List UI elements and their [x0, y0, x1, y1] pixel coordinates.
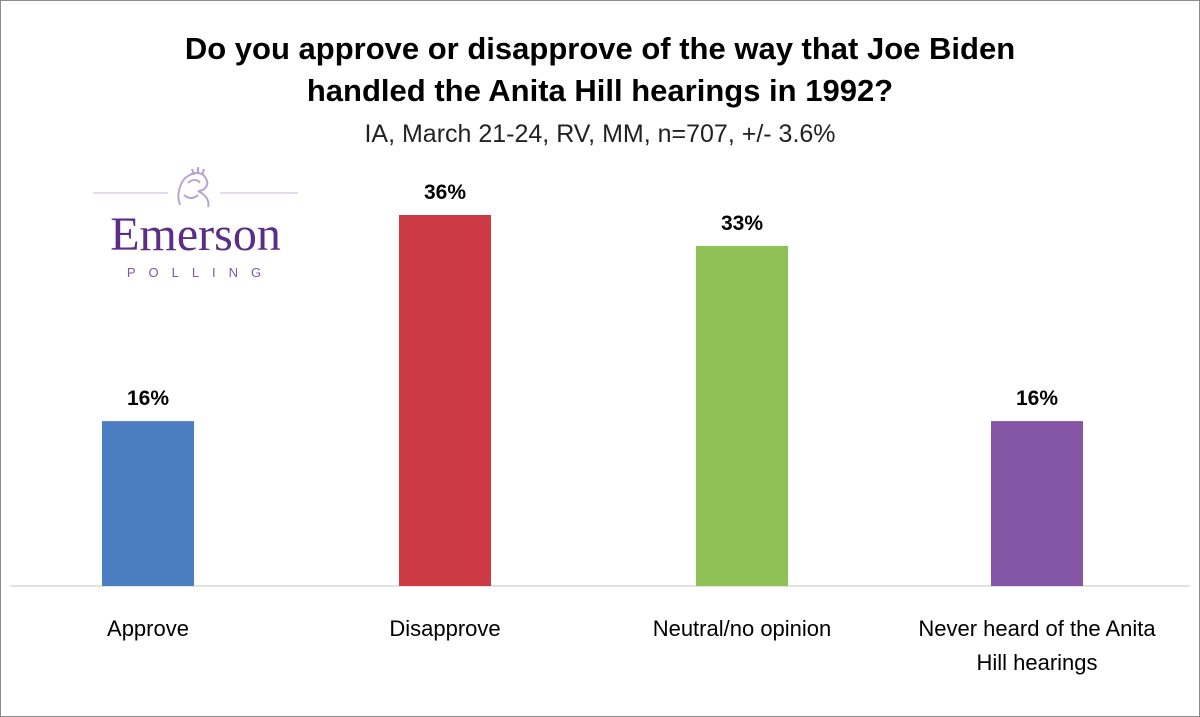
chart-title: Do you approve or disapprove of the way … — [0, 28, 1200, 112]
bar-3 — [696, 245, 788, 586]
value-label-4: 16% — [1016, 387, 1058, 410]
bar-2 — [399, 215, 491, 586]
value-label-2: 36% — [424, 181, 466, 204]
category-label-1: Approve — [107, 616, 189, 641]
chart-title-line-1: Do you approve or disapprove of the way … — [184, 31, 1016, 66]
chart-subtitle: IA, March 21-24, RV, MM, n=707, +/- 3.6% — [364, 120, 836, 148]
category-label-4-line-1: Never heard of the Anita — [918, 616, 1156, 641]
bar-4 — [991, 421, 1083, 586]
value-label-1: 16% — [127, 387, 169, 410]
chart-title-line-2: handled the Anita Hill hearings in 1992? — [306, 73, 894, 108]
lion-crest-icon — [93, 167, 298, 208]
logo-subtext: POLLING — [126, 265, 275, 280]
value-label-3: 33% — [721, 212, 763, 235]
category-label-4-line-2: Hill hearings — [976, 650, 1097, 675]
category-label-2: Disapprove — [389, 616, 500, 641]
category-label-3: Neutral/no opinion — [653, 616, 832, 641]
logo-wordmark: Emerson — [110, 208, 281, 261]
emerson-polling-logo: Emerson POLLING — [88, 165, 303, 290]
bar-1 — [102, 421, 194, 586]
